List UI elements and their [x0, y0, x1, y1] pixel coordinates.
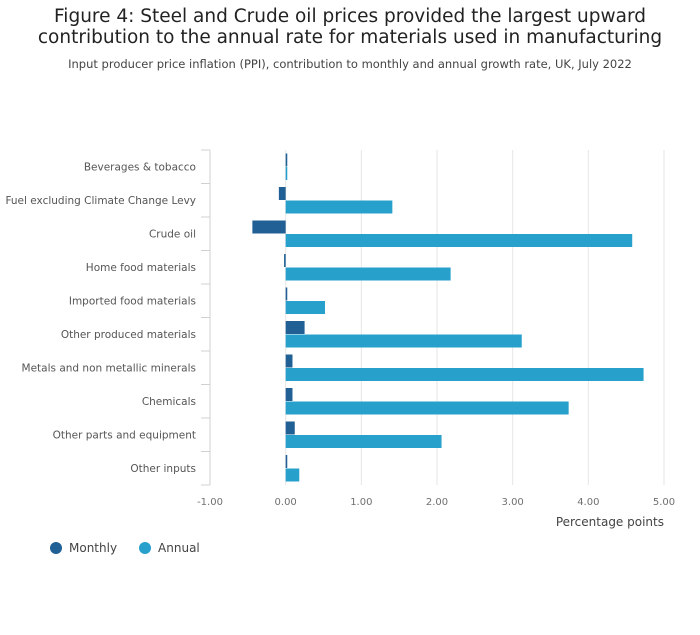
x-axis-label: Percentage points — [556, 515, 664, 529]
bar-monthly[interactable] — [278, 187, 286, 200]
x-tick-label: 5.00 — [653, 497, 675, 508]
x-tick-label: 2.00 — [426, 497, 448, 508]
bar-annual[interactable] — [285, 301, 326, 314]
bar-annual[interactable] — [285, 167, 288, 180]
legend-swatch-monthly — [50, 542, 62, 554]
category-label: Beverages & tobacco — [84, 162, 196, 174]
bar-annual[interactable] — [285, 200, 393, 214]
bar-annual[interactable] — [285, 468, 300, 482]
bar-monthly[interactable] — [284, 254, 286, 267]
bar-annual[interactable] — [285, 334, 522, 348]
category-label: Other inputs — [130, 463, 196, 475]
bar-monthly[interactable] — [285, 354, 293, 368]
category-label: Crude oil — [149, 229, 196, 241]
x-tick-label: 1.00 — [350, 497, 372, 508]
category-label: Metals and non metallic minerals — [22, 363, 196, 375]
bar-annual[interactable] — [285, 267, 451, 281]
legend: Monthly Annual — [50, 541, 200, 555]
bar-monthly[interactable] — [285, 321, 305, 334]
legend-swatch-annual — [139, 542, 152, 554]
chart-subtitle: Input producer price inflation (PPI), co… — [68, 57, 632, 71]
x-tick-label: 4.00 — [577, 497, 599, 508]
category-label: Home food materials — [86, 262, 196, 274]
category-label: Fuel excluding Climate Change Levy — [5, 195, 196, 207]
category-label: Other parts and equipment — [53, 430, 196, 442]
bars — [252, 153, 644, 482]
x-tick-labels: -1.00 0.00 1.00 2.00 3.00 4.00 5.00 — [197, 497, 675, 508]
legend-item-annual[interactable]: Annual — [139, 541, 200, 555]
category-label: Other produced materials — [61, 329, 196, 341]
bar-annual[interactable] — [285, 234, 633, 247]
legend-item-monthly[interactable]: Monthly — [50, 541, 117, 555]
x-tick-label: 3.00 — [502, 497, 524, 508]
bar-annual[interactable] — [285, 368, 644, 381]
chart-title: Figure 4: Steel and Crude oil prices pro… — [37, 6, 663, 48]
bar-monthly[interactable] — [285, 287, 288, 301]
category-label: Imported food materials — [69, 296, 196, 308]
category-label: Chemicals — [142, 396, 196, 408]
bar-monthly[interactable] — [252, 220, 286, 234]
bar-annual[interactable] — [285, 401, 569, 415]
bar-monthly[interactable] — [285, 455, 288, 468]
x-tick-label: 0.00 — [275, 497, 297, 508]
bar-monthly[interactable] — [285, 388, 293, 401]
category-labels: Beverages & tobacco Fuel excluding Climat… — [5, 162, 196, 476]
bar-monthly[interactable] — [285, 421, 295, 435]
bar-monthly[interactable] — [285, 153, 288, 167]
legend-label-monthly: Monthly — [69, 541, 118, 555]
x-tick-label: -1.00 — [197, 497, 223, 508]
bar-annual[interactable] — [285, 435, 442, 448]
legend-label-annual: Annual — [158, 541, 200, 555]
gridlines — [201, 149, 665, 486]
